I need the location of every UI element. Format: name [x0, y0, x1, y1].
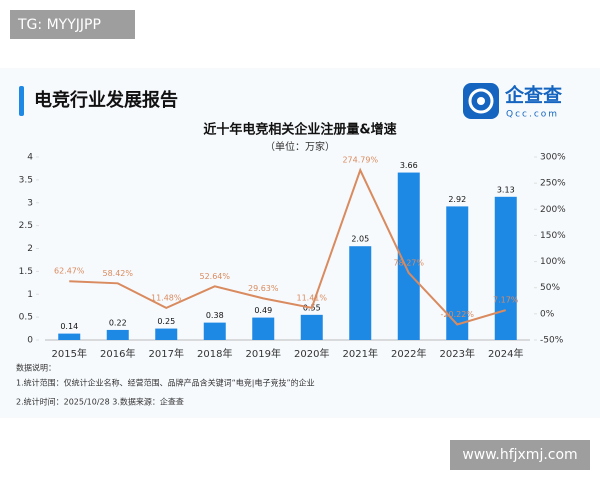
x-tick-label: 2024年 — [488, 347, 523, 360]
x-tick-label: 2022年 — [391, 347, 426, 360]
line-label: 11.48% — [151, 293, 182, 302]
y2-tick-label: -50% — [540, 336, 564, 346]
y-tick-label: 0 — [27, 336, 33, 346]
line-label: 7.17% — [493, 296, 519, 305]
y2-tick-label: 250% — [540, 179, 566, 189]
line-label: 58.42% — [102, 269, 133, 278]
x-tick-label: 2020年 — [294, 347, 329, 360]
bar — [349, 246, 372, 340]
logo-name: 企查查 — [504, 84, 563, 107]
watermark-text: TG: MYYJJPP — [17, 17, 101, 33]
y-tick-label: 3 — [27, 198, 33, 208]
bar-label: 3.13 — [497, 185, 515, 194]
bar-label: 0.25 — [157, 317, 175, 326]
header-title: 电竞行业发展报告 — [34, 89, 178, 111]
y2-tick-label: 100% — [540, 257, 566, 267]
y2-tick-label: 150% — [540, 231, 566, 241]
bar-label: 0.49 — [254, 306, 272, 315]
y-tick-label: 4 — [27, 153, 33, 163]
note-line: 2.统计时间：2025/10/28 3.数据来源：企查查 — [16, 397, 184, 407]
line-label: 52.64% — [199, 272, 230, 281]
y2-tick-label: 200% — [540, 205, 566, 215]
bar — [58, 333, 81, 340]
note-line: 1.统计范围：仅统计企业名称、经营范围、品牌产品含关键词“电竞|电子竞技”的企业 — [16, 378, 315, 388]
y2-tick-label: 50% — [540, 283, 560, 293]
bar-label: 0.22 — [109, 318, 127, 327]
logo-domain: Qcc.com — [506, 110, 559, 120]
bar — [252, 317, 275, 340]
x-tick-label: 2021年 — [343, 347, 378, 360]
bar — [494, 196, 517, 340]
bar — [397, 172, 420, 340]
chart-title: 近十年电竞相关企业注册量&增速 — [203, 122, 396, 138]
y-tick-label: 3.5 — [19, 175, 33, 185]
bar-label: 2.92 — [448, 195, 466, 204]
line-label: 62.47% — [54, 267, 85, 276]
line — [69, 167, 507, 326]
y-tick-label: 1.5 — [19, 267, 33, 277]
logo-dot — [477, 97, 485, 105]
bar — [106, 329, 129, 340]
line-label: 78.27% — [393, 258, 424, 267]
line-label: 274.79% — [342, 156, 378, 165]
y-tick-label: 2 — [27, 244, 33, 254]
x-tick-label: 2017年 — [149, 347, 184, 360]
bar-label: 0.38 — [206, 311, 224, 320]
bar — [155, 328, 178, 340]
bar-label: 2.05 — [351, 235, 369, 244]
y-tick-label: 0.5 — [19, 313, 33, 323]
y-tick-label: 2.5 — [19, 221, 33, 231]
watermark-text: www.hfjxmj.com — [462, 447, 577, 463]
x-tick-label: 2019年 — [246, 347, 281, 360]
notes-heading: 数据说明： — [16, 363, 56, 373]
line-label: 11.41% — [296, 293, 327, 302]
x-tick-label: 2018年 — [197, 347, 232, 360]
header-accent — [19, 86, 24, 116]
line-label: 29.63% — [248, 284, 279, 293]
bar — [446, 206, 469, 340]
bar — [300, 314, 323, 340]
y2-tick-label: 0% — [540, 309, 555, 319]
bar-label: 0.14 — [60, 322, 78, 331]
y2-tick-label: 300% — [540, 153, 566, 163]
line-label: -20.22% — [441, 310, 475, 319]
x-tick-label: 2015年 — [52, 347, 87, 360]
chart-subtitle: （单位：万家） — [265, 140, 335, 153]
x-tick-label: 2016年 — [100, 347, 135, 360]
x-tick-label: 2023年 — [440, 347, 475, 360]
watermark-box — [450, 440, 590, 470]
y-tick-label: 1 — [27, 290, 33, 300]
watermark-box — [10, 10, 135, 39]
logo-ring — [468, 88, 494, 114]
bar — [203, 322, 226, 340]
bar-label: 3.66 — [400, 161, 418, 170]
